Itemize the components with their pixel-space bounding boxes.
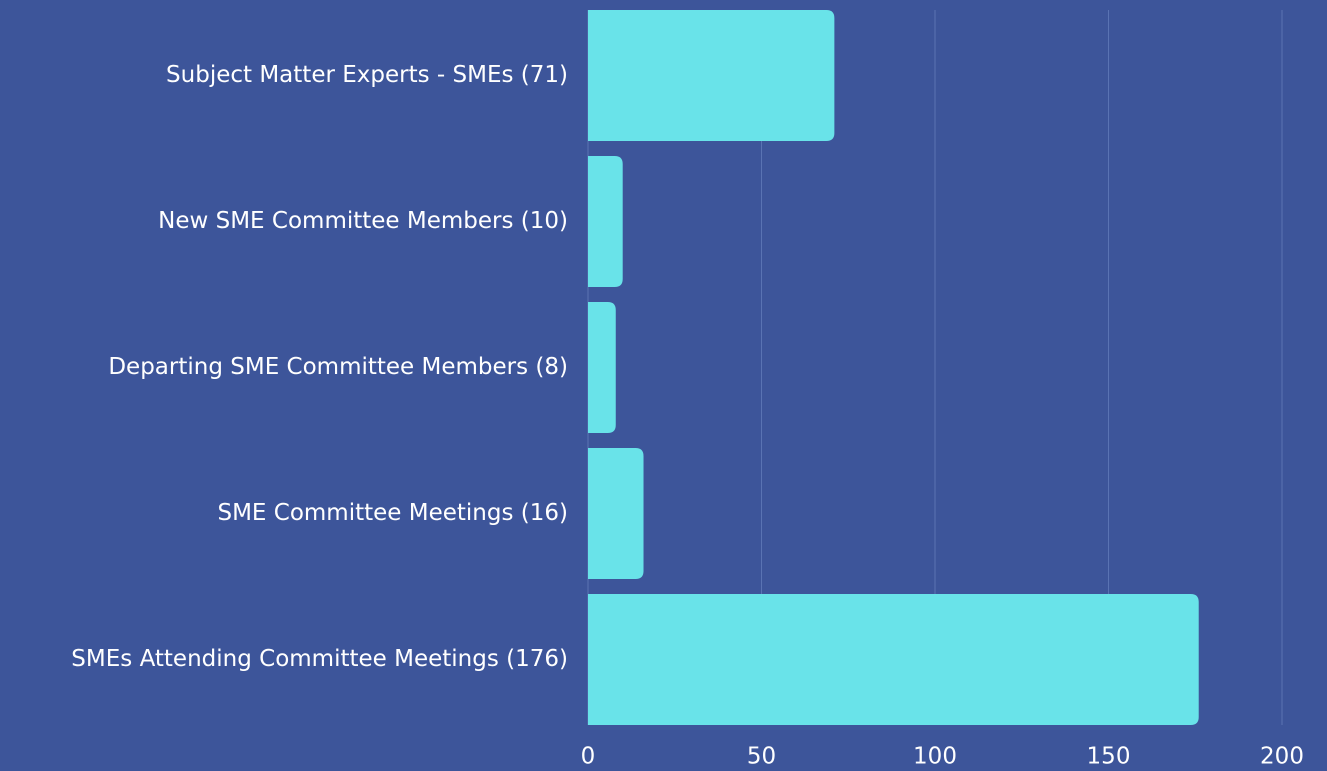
- bar: [588, 10, 835, 141]
- y-tick-label: SMEs Attending Committee Meetings (176): [71, 646, 568, 672]
- bar: [588, 448, 644, 579]
- x-tick-label: 150: [1087, 744, 1131, 770]
- x-tick-label: 0: [581, 744, 596, 770]
- x-tick-label: 50: [747, 744, 776, 770]
- y-tick-label: SME Committee Meetings (16): [217, 500, 568, 526]
- y-tick-label: Departing SME Committee Members (8): [108, 354, 568, 380]
- bar: [588, 156, 623, 287]
- bar: [588, 302, 616, 433]
- x-tick-label: 100: [913, 744, 957, 770]
- bar: [588, 594, 1199, 725]
- x-tick-label: 200: [1260, 744, 1304, 770]
- y-tick-label: New SME Committee Members (10): [158, 208, 568, 234]
- y-tick-label: Subject Matter Experts - SMEs (71): [166, 62, 568, 88]
